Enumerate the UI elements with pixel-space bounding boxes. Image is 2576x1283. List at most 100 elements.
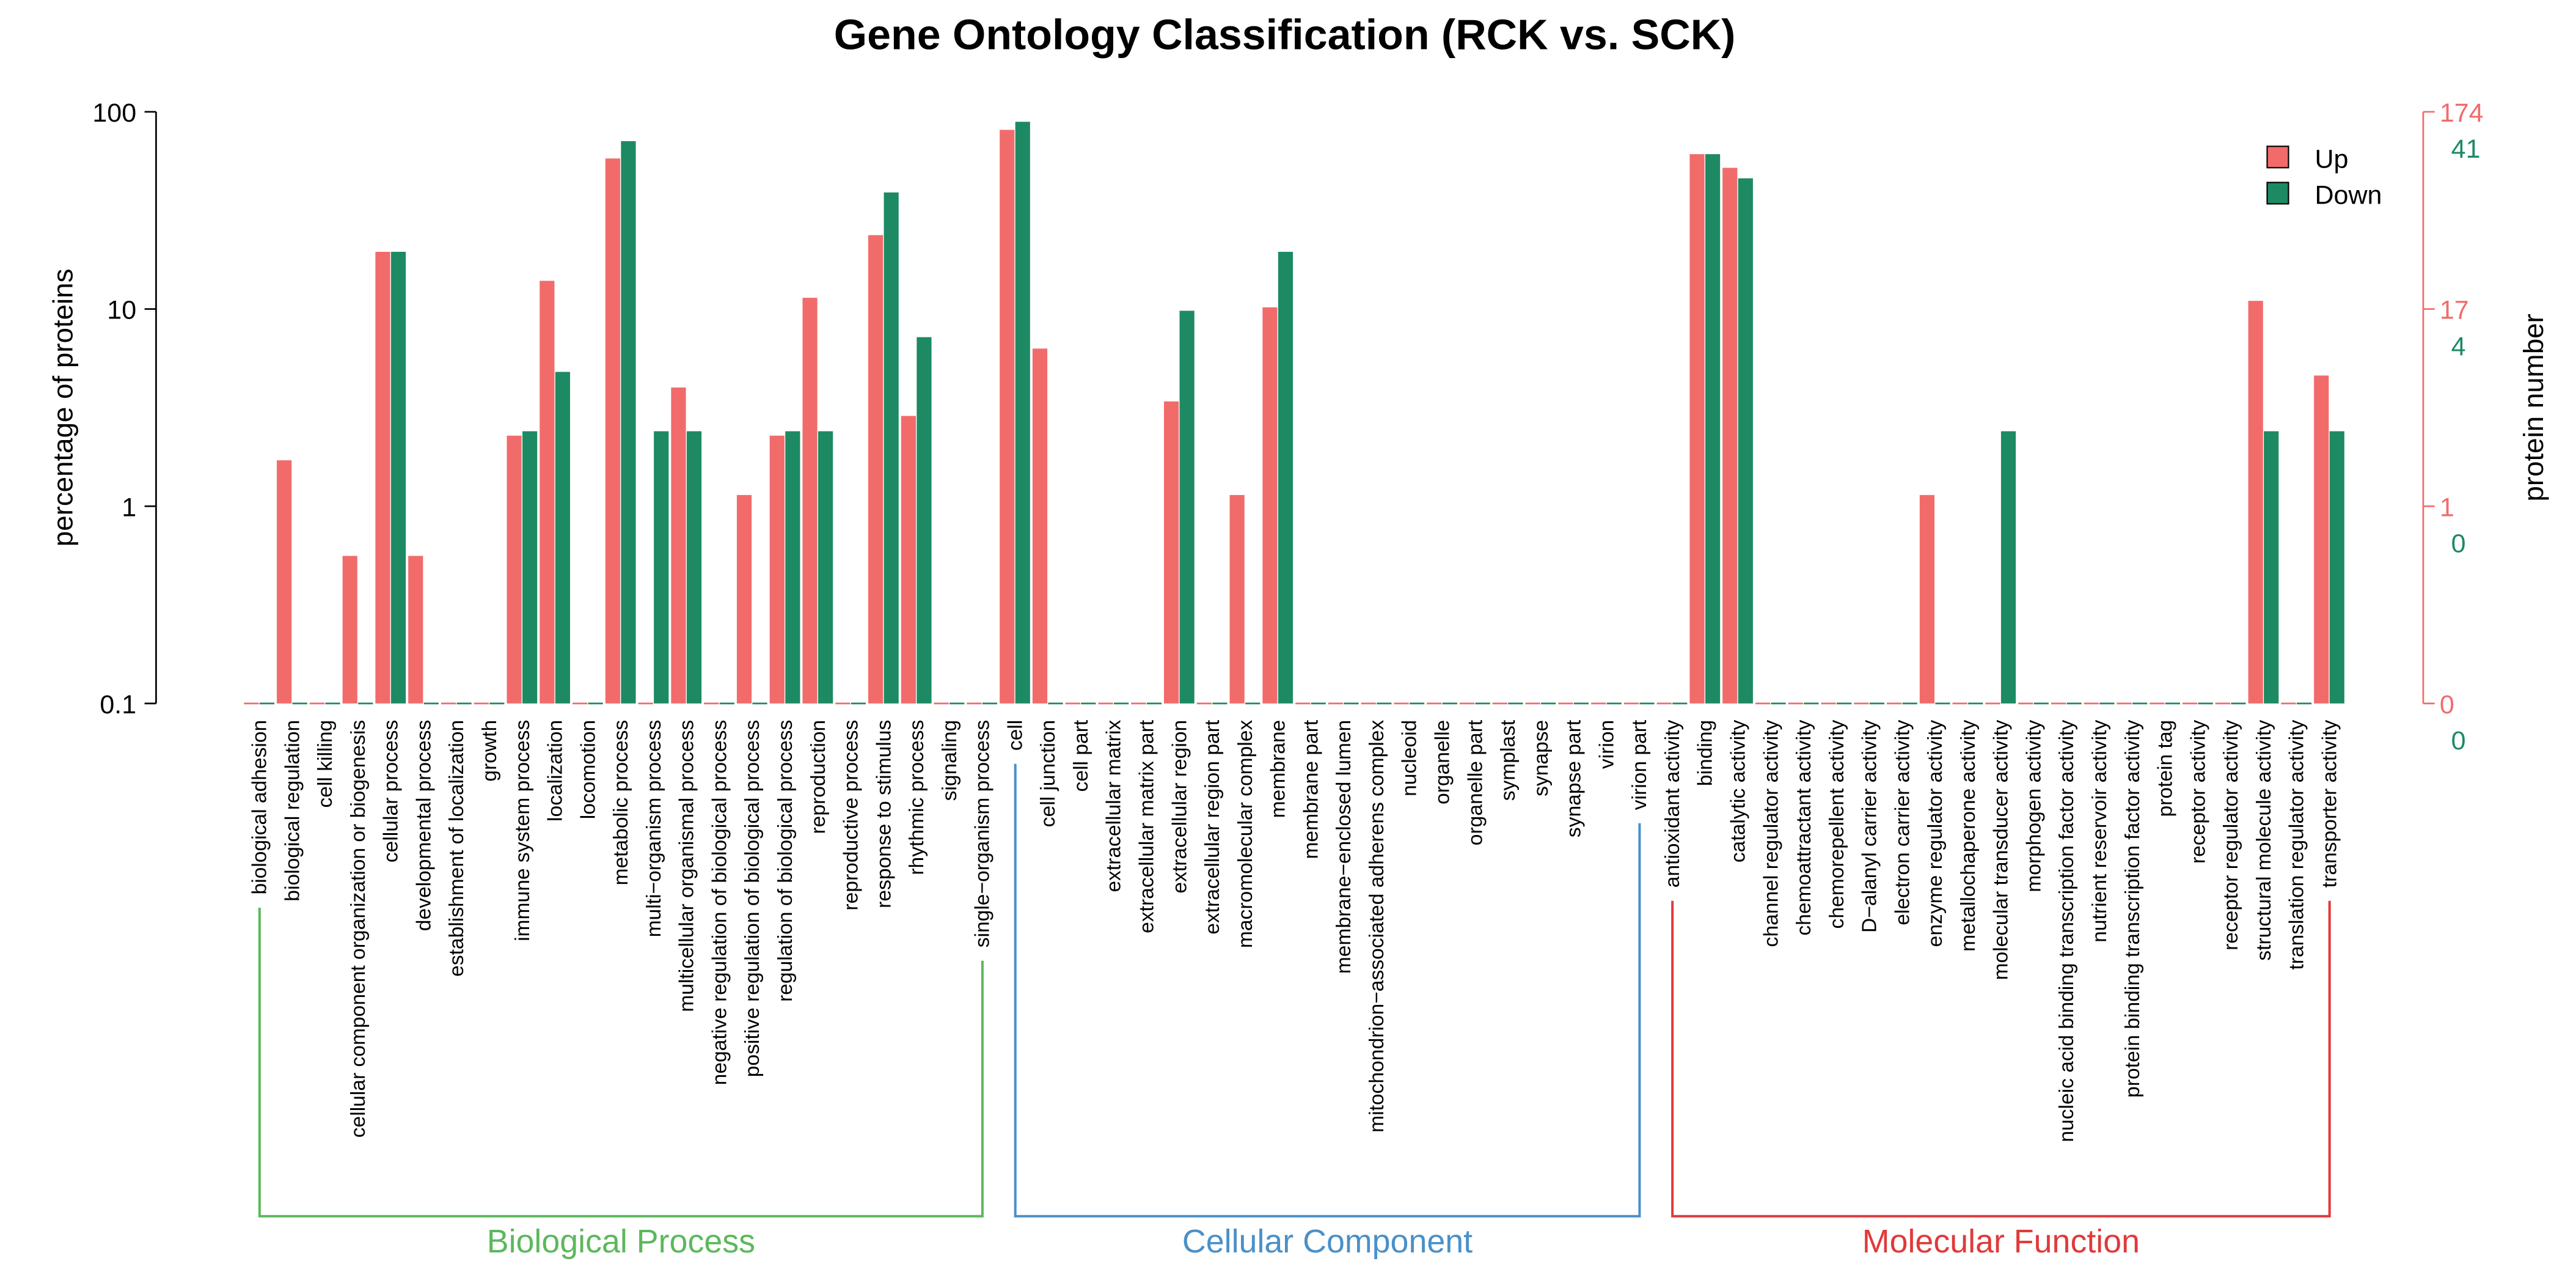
y2-tick-label-down: 0 [2451, 529, 2466, 558]
x-tick-label: structural molecule activity [2253, 720, 2275, 961]
x-tick-label: positive regulation of biological proces… [741, 720, 764, 1078]
bar [1015, 122, 1030, 704]
y2-tick-label: 0 [2440, 690, 2454, 719]
x-tick-label: negative regulation of biological proces… [708, 720, 731, 1086]
bar [2329, 431, 2344, 704]
x-tick-label: regulation of biological process [774, 720, 797, 1002]
x-tick-label: biological regulation [281, 720, 304, 902]
x-tick-label: chemoattractant activity [1793, 720, 1815, 936]
y-tick-label: 10 [107, 296, 136, 325]
y-axis-label: percentage of proteins [47, 269, 78, 547]
y2-tick-label-down: 4 [2451, 332, 2466, 361]
x-tick-label: synapse part [1563, 719, 1586, 837]
x-tick-label: virion part [1628, 719, 1651, 810]
x-tick-label: receptor regulator activity [2220, 720, 2242, 950]
bar [671, 387, 686, 704]
bar [621, 141, 636, 704]
bar [686, 431, 702, 704]
bar [605, 158, 621, 704]
y2-tick-label: 174 [2440, 98, 2484, 128]
bar [818, 431, 833, 704]
group-bracket [1014, 763, 1641, 1218]
x-tick-label: virion [1595, 720, 1618, 769]
bar [2264, 431, 2279, 704]
bar [868, 235, 884, 704]
bar [901, 416, 916, 704]
bar [1919, 494, 1935, 704]
y2-tick-label: 1 [2440, 493, 2454, 522]
x-tick-label: extracellular region part [1201, 719, 1224, 935]
chart-title: Gene Ontology Classification (RCK vs. SC… [834, 11, 1736, 59]
bar [2000, 431, 2016, 704]
x-tick-label: cell part [1070, 719, 1092, 792]
bar [522, 431, 538, 704]
bar [1000, 130, 1015, 704]
x-tick-label: membrane part [1300, 719, 1322, 859]
bar [1722, 167, 1738, 704]
x-tick-label: growth [478, 720, 501, 782]
x-tick-label: morphogen activity [2022, 720, 2045, 892]
bar [654, 431, 669, 704]
x-tick-label: extracellular region [1168, 720, 1191, 894]
bar [1179, 311, 1195, 704]
y2-tick-label-down: 0 [2451, 726, 2466, 755]
bar [375, 251, 390, 704]
x-tick-label: locomotion [577, 720, 599, 819]
x-tick-label: organelle part [1464, 719, 1487, 845]
bar [802, 298, 818, 704]
x-tick-label: signaling [939, 720, 961, 801]
bar [2314, 375, 2329, 704]
x-tick-label: cell junction [1037, 720, 1059, 828]
legend-swatch [2266, 145, 2289, 169]
x-tick-label: nucleoid [1399, 720, 1421, 796]
bar [277, 460, 292, 704]
bar [540, 281, 555, 704]
x-tick-label: biological adhesion [249, 720, 271, 895]
group-label: Molecular Function [1862, 1223, 2140, 1260]
x-tick-label: nucleic acid binding transcription facto… [2055, 720, 2078, 1142]
group-bracket [1671, 900, 2331, 1218]
x-tick-label: localization [544, 720, 567, 822]
x-tick-label: nutrient reservoir activity [2088, 720, 2111, 943]
x-tick-label: rhythmic process [906, 720, 928, 875]
y-tick-label: 1 [122, 493, 136, 522]
x-tick-label: establishment of localization [445, 720, 468, 977]
x-tick-label: D−alanyl carrier activity [1859, 720, 1881, 933]
x-tick-label: cellular process [380, 720, 403, 862]
bar [390, 251, 406, 704]
x-tick-label: multi−organism process [643, 720, 665, 938]
bar [917, 337, 932, 704]
x-tick-label: translation regulator activity [2286, 720, 2308, 970]
bar [342, 556, 357, 704]
x-tick-label: metabolic process [610, 720, 632, 886]
x-tick-label: immune system process [511, 720, 534, 941]
group-label: Cellular Component [1182, 1223, 1473, 1260]
y2-axis-label: protein number [2518, 314, 2549, 501]
x-tick-label: catalytic activity [1727, 720, 1749, 863]
bar [507, 435, 522, 704]
x-tick-label: macromolecular complex [1234, 720, 1257, 949]
bar [1278, 251, 1293, 704]
legend-label: Down [2314, 180, 2382, 210]
x-tick-label: response to stimulus [873, 720, 895, 908]
y-tick-label: 0.1 [100, 690, 136, 719]
x-tick-label: protein tag [2154, 720, 2177, 817]
x-tick-label: cellular component organization or bioge… [347, 720, 370, 1138]
bar [884, 192, 899, 704]
x-tick-label: transporter activity [2318, 720, 2341, 888]
x-tick-label: electron carrier activity [1891, 720, 1914, 925]
y2-tick-label: 17 [2440, 296, 2469, 325]
group-label: Biological Process [487, 1223, 755, 1260]
x-tick-label: channel regulator activity [1760, 720, 1782, 947]
x-tick-label: reproductive process [840, 720, 863, 911]
bar [555, 372, 571, 704]
bar [785, 431, 800, 704]
bar [1705, 154, 1721, 704]
x-tick-label: antioxidant activity [1661, 720, 1684, 888]
bar [1262, 307, 1278, 704]
y-tick-label: 100 [92, 98, 136, 128]
x-tick-label: extracellular matrix [1103, 720, 1125, 892]
x-tick-label: cell killing [314, 720, 337, 808]
bar [769, 435, 785, 704]
